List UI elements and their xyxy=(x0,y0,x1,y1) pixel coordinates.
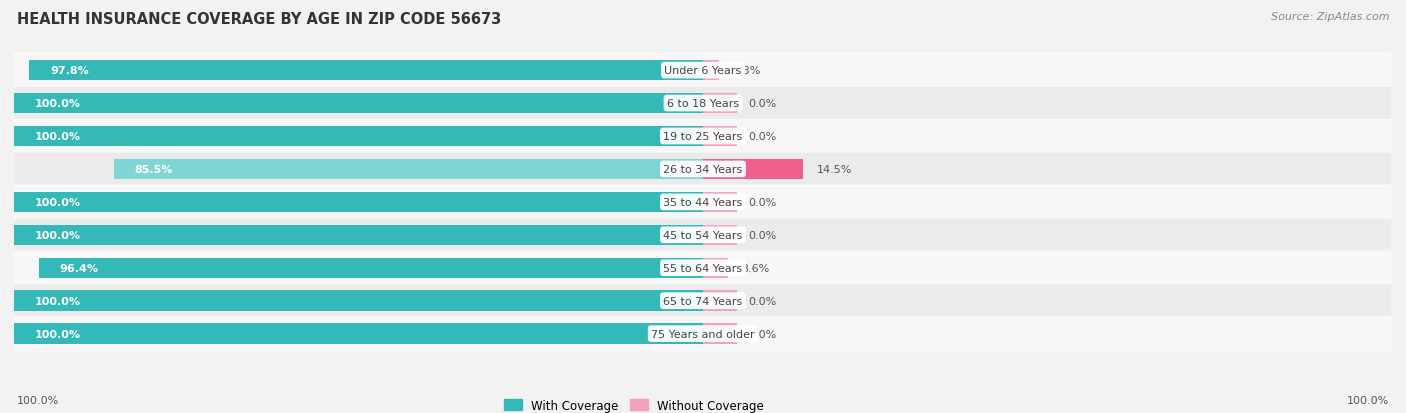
FancyBboxPatch shape xyxy=(14,252,1392,285)
Bar xyxy=(703,192,738,213)
Text: 35 to 44 Years: 35 to 44 Years xyxy=(664,197,742,207)
Text: 26 to 34 Years: 26 to 34 Years xyxy=(664,164,742,175)
FancyBboxPatch shape xyxy=(14,153,1392,186)
Bar xyxy=(703,94,738,114)
Bar xyxy=(703,159,803,180)
FancyBboxPatch shape xyxy=(14,317,1392,351)
Bar xyxy=(703,291,738,311)
Text: 45 to 54 Years: 45 to 54 Years xyxy=(664,230,742,240)
FancyBboxPatch shape xyxy=(14,284,1392,318)
Bar xyxy=(703,61,718,81)
FancyBboxPatch shape xyxy=(14,185,1392,219)
Text: 55 to 64 Years: 55 to 64 Years xyxy=(664,263,742,273)
Bar xyxy=(14,126,703,147)
Text: HEALTH INSURANCE COVERAGE BY AGE IN ZIP CODE 56673: HEALTH INSURANCE COVERAGE BY AGE IN ZIP … xyxy=(17,12,501,27)
FancyBboxPatch shape xyxy=(14,120,1392,153)
Text: 85.5%: 85.5% xyxy=(135,164,173,175)
Legend: With Coverage, Without Coverage: With Coverage, Without Coverage xyxy=(499,394,769,413)
Text: 19 to 25 Years: 19 to 25 Years xyxy=(664,132,742,142)
Bar xyxy=(14,324,703,344)
FancyBboxPatch shape xyxy=(14,87,1392,121)
Text: 0.0%: 0.0% xyxy=(748,296,776,306)
Bar xyxy=(703,225,738,245)
Bar xyxy=(703,258,728,278)
Text: 0.0%: 0.0% xyxy=(748,329,776,339)
Text: 100.0%: 100.0% xyxy=(35,329,80,339)
Bar xyxy=(30,61,703,81)
Text: 65 to 74 Years: 65 to 74 Years xyxy=(664,296,742,306)
Text: 0.0%: 0.0% xyxy=(748,230,776,240)
Bar xyxy=(14,291,703,311)
Text: 14.5%: 14.5% xyxy=(817,164,852,175)
Text: 97.8%: 97.8% xyxy=(49,66,89,76)
Text: 2.3%: 2.3% xyxy=(733,66,761,76)
Bar xyxy=(114,159,703,180)
Text: 100.0%: 100.0% xyxy=(17,395,59,405)
Bar xyxy=(39,258,703,278)
Text: 75 Years and older: 75 Years and older xyxy=(651,329,755,339)
Text: Source: ZipAtlas.com: Source: ZipAtlas.com xyxy=(1271,12,1389,22)
Text: Under 6 Years: Under 6 Years xyxy=(665,66,741,76)
FancyBboxPatch shape xyxy=(14,218,1392,252)
Text: 100.0%: 100.0% xyxy=(1347,395,1389,405)
Text: 0.0%: 0.0% xyxy=(748,99,776,109)
Text: 3.6%: 3.6% xyxy=(741,263,770,273)
Text: 0.0%: 0.0% xyxy=(748,132,776,142)
Bar xyxy=(703,126,738,147)
Text: 0.0%: 0.0% xyxy=(748,197,776,207)
Text: 100.0%: 100.0% xyxy=(35,132,80,142)
Bar xyxy=(14,192,703,213)
Text: 100.0%: 100.0% xyxy=(35,230,80,240)
Text: 100.0%: 100.0% xyxy=(35,296,80,306)
Bar xyxy=(703,324,738,344)
FancyBboxPatch shape xyxy=(14,54,1392,88)
Bar xyxy=(14,225,703,245)
Text: 96.4%: 96.4% xyxy=(59,263,98,273)
Bar xyxy=(14,94,703,114)
Text: 6 to 18 Years: 6 to 18 Years xyxy=(666,99,740,109)
Text: 100.0%: 100.0% xyxy=(35,99,80,109)
Text: 100.0%: 100.0% xyxy=(35,197,80,207)
